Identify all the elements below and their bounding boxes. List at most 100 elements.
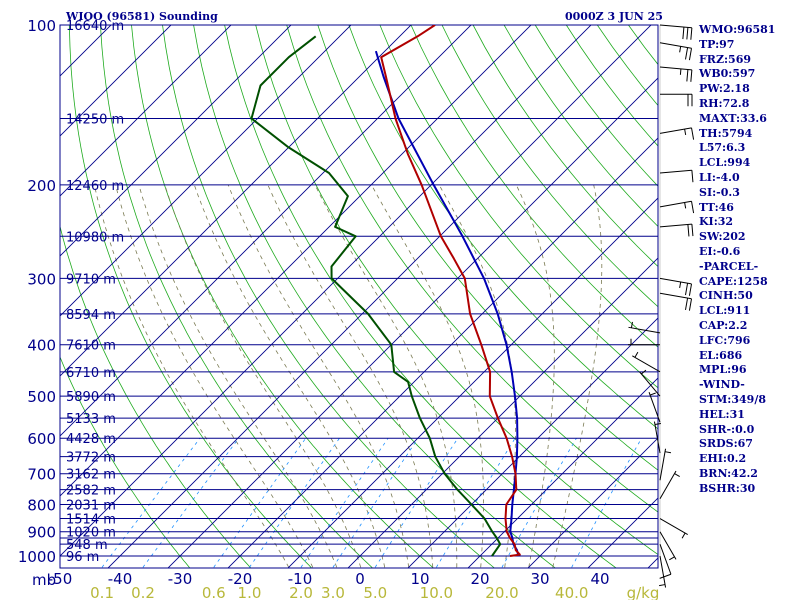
isotherm-line — [60, 25, 532, 497]
mixing-ratio-line — [501, 437, 577, 568]
mixing-ratio-label: 2.0 — [289, 584, 313, 600]
mixing-ratio-line — [249, 437, 340, 568]
wind-barb-staff — [659, 24, 692, 29]
temperature-tick-label: 30 — [530, 570, 549, 588]
temperature-tick-label: -30 — [168, 570, 193, 588]
wind-barb-half — [679, 281, 682, 288]
wind-barb-half — [684, 128, 687, 136]
index-entry: WMO:96581 — [699, 23, 776, 36]
height-label: 548 m — [66, 538, 108, 553]
dry-adiabat-line — [441, 25, 658, 308]
height-label: 12460 m — [66, 179, 124, 194]
wind-barb-full — [687, 224, 690, 237]
wind-barb-full — [691, 127, 695, 140]
wind-barb-half — [634, 351, 639, 358]
mixing-ratio-label: 0.6 — [202, 584, 226, 600]
height-label: 1020 m — [66, 526, 116, 541]
isotherm-line — [60, 25, 592, 557]
wind-barb-half — [679, 68, 682, 75]
wind-barb-staff — [659, 531, 677, 560]
height-label: 4428 m — [66, 432, 116, 447]
isotherm-line — [107, 25, 652, 568]
wind-barb-half — [654, 422, 661, 426]
plot-frame — [59, 24, 659, 569]
mixing-ratio-line — [436, 437, 516, 568]
index-entry: HEL:31 — [699, 407, 745, 421]
temperature-tick-label: -10 — [288, 570, 313, 588]
moist-adiabat-line — [314, 184, 458, 568]
dewpoint-trace — [250, 35, 502, 557]
temperature-trace — [380, 25, 521, 557]
index-entry: EL:686 — [699, 348, 743, 362]
mixing-ratio-line — [332, 437, 419, 568]
wind-barb-staff — [659, 223, 692, 228]
isotherm-line — [60, 25, 412, 377]
pressure-tick-label: 700 — [27, 466, 56, 484]
index-entry: SRDS:67 — [699, 437, 753, 451]
wind-barb-half — [664, 451, 672, 454]
height-label: 8594 m — [66, 308, 116, 323]
index-entry: L57:6.3 — [699, 141, 746, 155]
index-entry: -PARCEL- — [699, 259, 759, 273]
index-entry: MPL:96 — [699, 363, 747, 377]
temperature-tick-label: -40 — [108, 570, 133, 588]
wind-barb-full — [688, 298, 693, 311]
index-entry: CAPE:1258 — [699, 274, 768, 288]
index-entry: RH:72.8 — [699, 97, 750, 110]
wind-barb-staff — [659, 277, 692, 285]
index-entry: LFC:796 — [699, 333, 751, 347]
wind-barb-half — [659, 584, 666, 587]
wind-barb-staff — [648, 392, 661, 423]
wind-barb-full — [684, 298, 689, 311]
wind-barb-full — [686, 69, 689, 82]
moist-adiabat-line — [515, 184, 555, 568]
profile-traces — [250, 25, 521, 557]
index-entry: WB0:597 — [699, 67, 756, 81]
isotherm-line — [467, 377, 658, 568]
wind-barb-full — [659, 573, 672, 579]
wind-barb-staff — [659, 169, 692, 174]
wind-barb-half — [641, 369, 647, 375]
dry-adiabat-line — [100, 25, 374, 568]
moist-adiabat-line — [138, 184, 338, 568]
height-label: 9710 m — [66, 272, 116, 287]
moist-adiabat-line — [552, 184, 603, 568]
pressure-tick-label: 300 — [27, 270, 56, 288]
mixing-ratio-label: 10.0 — [420, 584, 453, 600]
temperature-tick-label: -20 — [228, 570, 253, 588]
mixing-ratio-label: 0.1 — [90, 584, 114, 600]
mixing-ratio-label: 0.2 — [131, 584, 155, 600]
pressure-tick-label: 400 — [27, 337, 56, 355]
isobar-lines — [59, 24, 659, 569]
wind-barb-full — [684, 47, 689, 60]
height-label: 14250 m — [66, 113, 124, 128]
index-entry: LI:-4.0 — [699, 171, 740, 184]
wind-barb-full — [682, 27, 685, 40]
mixing-ratio-line — [374, 437, 459, 568]
wind-barb-half — [679, 46, 682, 53]
pressure-unit-label: mb — [32, 571, 56, 589]
temperature-tick-label: 10 — [410, 570, 429, 588]
wind-barb-staff — [659, 127, 692, 134]
sounding-datetime: 0000Z 3 JUN 25 — [565, 10, 663, 23]
mixing-ratio-label: 3.0 — [321, 584, 345, 600]
dry-adiabat-line — [472, 25, 658, 268]
wind-barb-staff — [659, 518, 688, 535]
moist-adiabat-line — [193, 184, 386, 568]
pressure-tick-label: 600 — [27, 430, 56, 448]
wind-barb-half — [684, 202, 687, 209]
wind-barb-full — [691, 201, 695, 214]
wind-barb-staff — [659, 42, 692, 49]
height-label: 2031 m — [66, 499, 116, 514]
height-label: 10980 m — [66, 230, 124, 245]
wind-barb-staff — [639, 371, 661, 397]
mixing-ratio-line — [571, 438, 642, 568]
isotherm-line — [227, 137, 658, 568]
wind-barb-full — [688, 48, 693, 61]
pressure-tick-label: 1000 — [18, 548, 56, 566]
wind-barb-staff — [632, 355, 661, 373]
wind-barb-staff — [659, 292, 692, 300]
isotherm-line — [60, 25, 352, 317]
